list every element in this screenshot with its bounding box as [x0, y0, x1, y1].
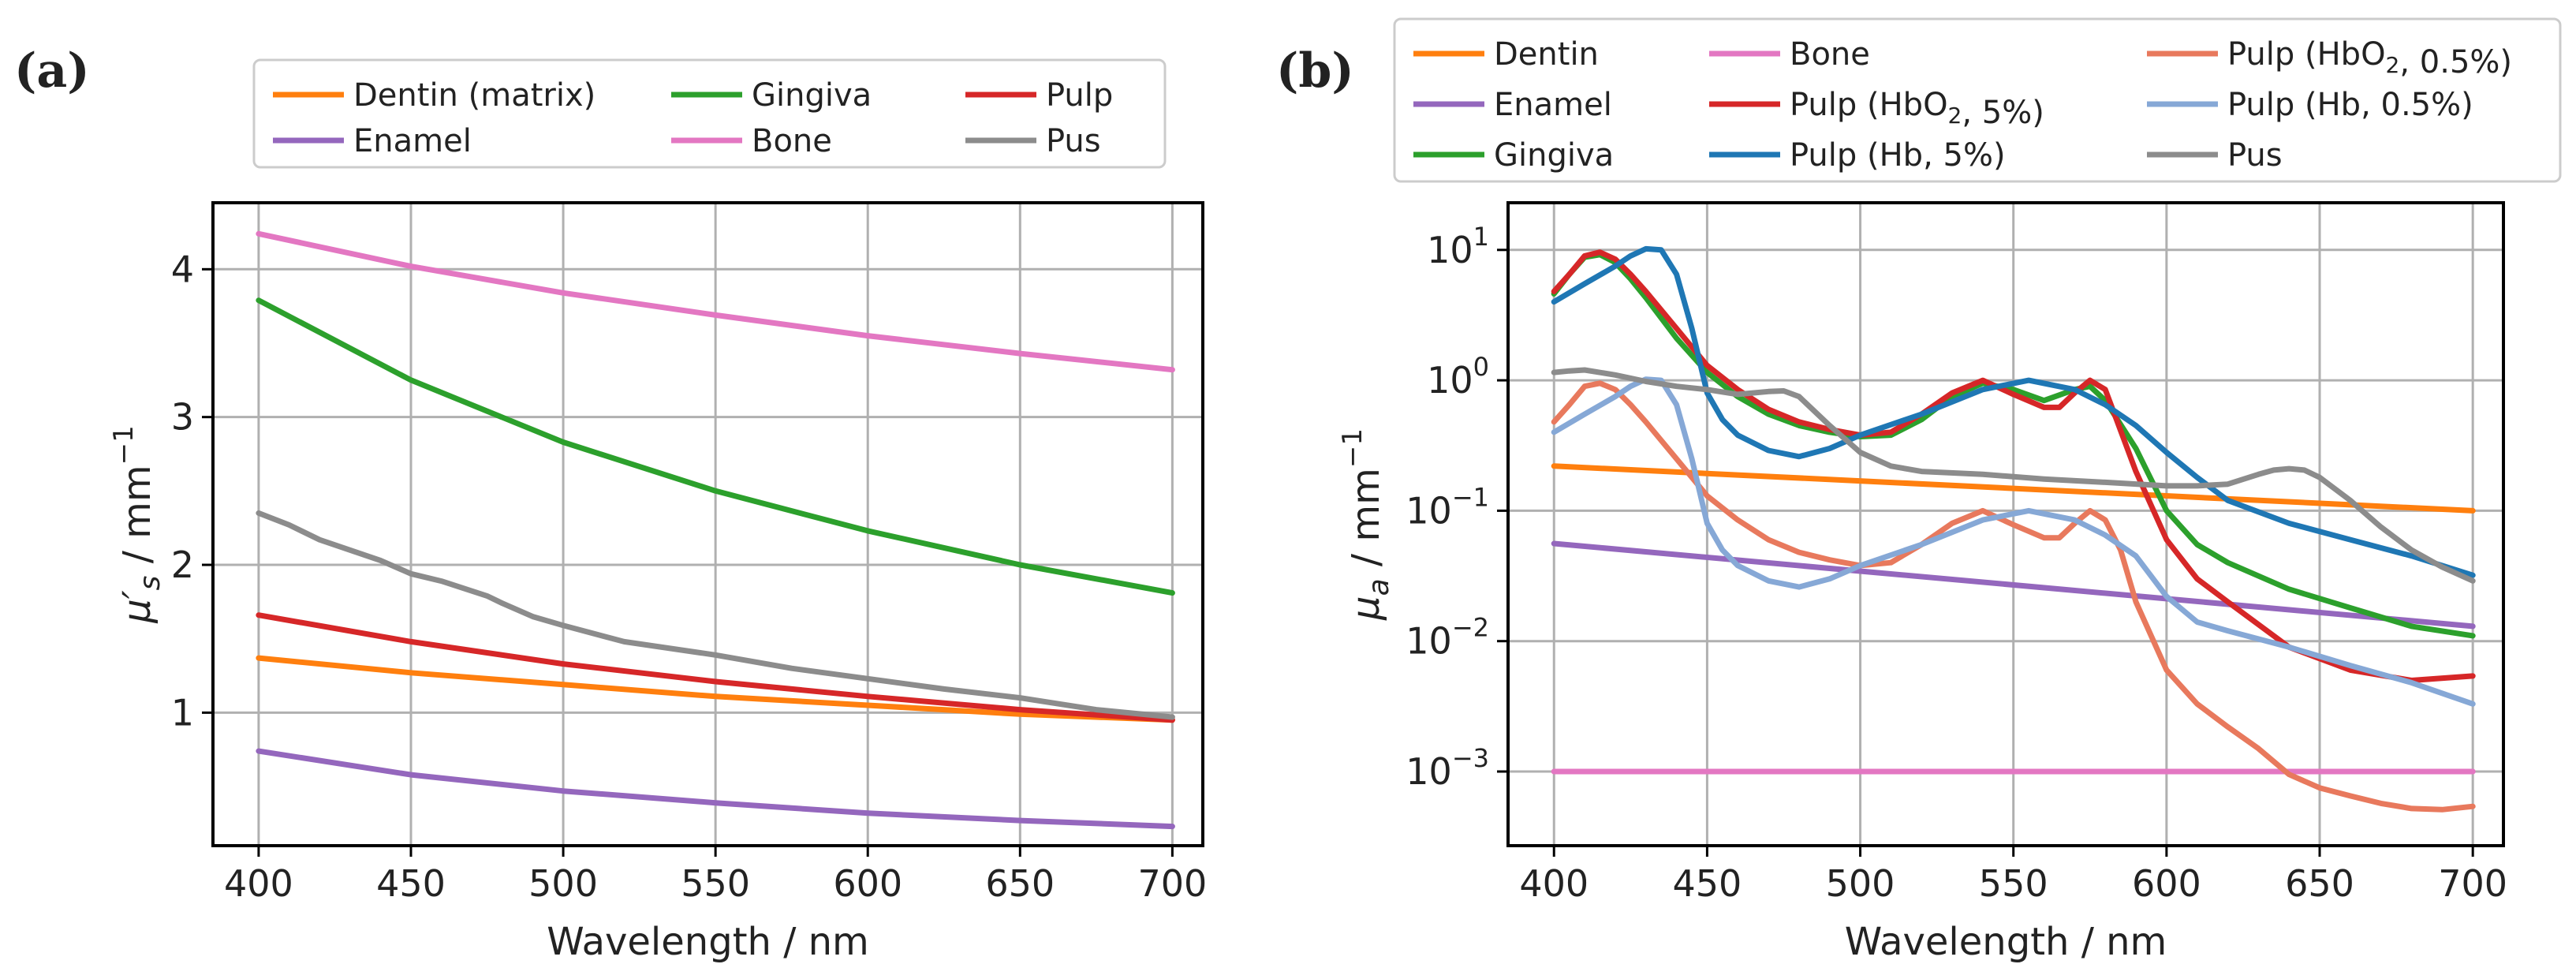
series-line-pus	[256, 510, 1175, 720]
x-tick-label: 700	[2438, 862, 2507, 905]
series-line-dentin-matrix	[256, 655, 1175, 723]
x-tick-label: 500	[1826, 862, 1895, 905]
plot-frame-a	[211, 201, 1204, 847]
legend-label-bone: Bone	[1790, 36, 1870, 73]
panel-label: (b)	[1276, 43, 1354, 99]
y-axis-label: μ′s / mm−1	[108, 425, 166, 624]
x-tick-label: 600	[833, 862, 902, 905]
legend-label-gingiva: Gingiva	[752, 77, 872, 114]
legend-label-pulp-hb-0-5: Pulp (Hb, 0.5%)	[2227, 87, 2473, 123]
series-line-pulp-hbo-0-5	[1551, 380, 2476, 813]
y-tick-label: 4	[171, 248, 194, 290]
series-line-gingiva	[256, 297, 1175, 596]
y-tick-label: 10−3	[1406, 743, 1489, 793]
x-tick-label: 600	[2132, 862, 2201, 905]
legend-label-dentin: Dentin	[1494, 36, 1599, 73]
legend-a: Dentin (matrix) Enamel Gingiva Bone Pulp Pus	[252, 58, 1167, 169]
x-tick-label: 700	[1137, 862, 1207, 905]
y-axis-label: μa / mm−1	[1337, 428, 1395, 621]
x-axis-label: Wavelength / nm	[547, 920, 869, 964]
y-tick-label: 2	[171, 544, 194, 586]
series-line-bone	[256, 230, 1175, 373]
y-tick-label: 3	[171, 396, 194, 439]
series-line-pulp	[256, 612, 1175, 723]
x-tick-label: 400	[224, 862, 293, 905]
legend-frame	[1393, 17, 2562, 183]
y-tick-label: 1	[171, 691, 194, 734]
legend-label-enamel: Enamel	[353, 123, 472, 159]
y-tick-label: 100	[1427, 352, 1489, 402]
series-line-pus	[1551, 367, 2476, 584]
x-tick-label: 400	[1519, 862, 1589, 905]
legend-label-pulp-hbo-5: Pulp (HbO2, 5%)	[1790, 87, 2044, 131]
legend-b: Dentin Enamel Gingiva Bone Pulp (HbO2, 5%) Pu…	[1393, 17, 2562, 183]
panel-label: (a)	[14, 43, 90, 99]
x-tick-label: 450	[376, 862, 446, 905]
legend-frame	[252, 58, 1167, 169]
legend-label-enamel: Enamel	[1494, 87, 1612, 123]
series-line-dentin	[1551, 463, 2476, 514]
legend-label-pulp: Pulp	[1046, 77, 1113, 114]
legend-label-pulp-hbo-0-5: Pulp (HbO2, 0.5%)	[2227, 36, 2512, 80]
y-tick-label: 10−1	[1406, 482, 1489, 532]
series-lines-b	[1551, 245, 2476, 813]
legend-label-gingiva: Gingiva	[1494, 137, 1614, 174]
x-tick-label: 650	[2285, 862, 2354, 905]
panel-a: 400 450 500 550 600 650 700 1 2 3 4 Wavelength / nm…	[14, 43, 1207, 964]
x-tick-label: 500	[528, 862, 598, 905]
grid-a	[213, 203, 1203, 846]
y-tick-label: 10−2	[1406, 613, 1489, 663]
x-tick-label: 550	[1979, 862, 2048, 905]
series-line-enamel	[1551, 540, 2476, 630]
legend-label-pus: Pus	[2227, 137, 2283, 174]
series-line-pulp-hbo-5	[1551, 249, 2476, 683]
x-tick-label: 650	[985, 862, 1055, 905]
plot-frame-b	[1506, 201, 2505, 847]
x-axis-label: Wavelength / nm	[1845, 920, 2167, 964]
legend-label-dentin-matrix: Dentin (matrix)	[353, 77, 595, 114]
series-lines-a	[256, 230, 1175, 830]
x-tick-label: 550	[681, 862, 750, 905]
legend-label-pulp-hb-5: Pulp (Hb, 5%)	[1790, 137, 2006, 174]
panel-b: 400 450 500 550 600 650 700 10−3 10−2 10−1 100 101 W…	[1276, 17, 2562, 964]
series-line-gingiva	[1551, 252, 2476, 639]
legend-label-bone: Bone	[752, 123, 832, 159]
x-tick-label: 450	[1672, 862, 1742, 905]
legend-label-pus: Pus	[1046, 123, 1101, 159]
series-line-enamel	[256, 748, 1175, 830]
series-line-pulp-hb-0-5	[1551, 376, 2476, 707]
y-tick-label: 101	[1427, 222, 1489, 271]
